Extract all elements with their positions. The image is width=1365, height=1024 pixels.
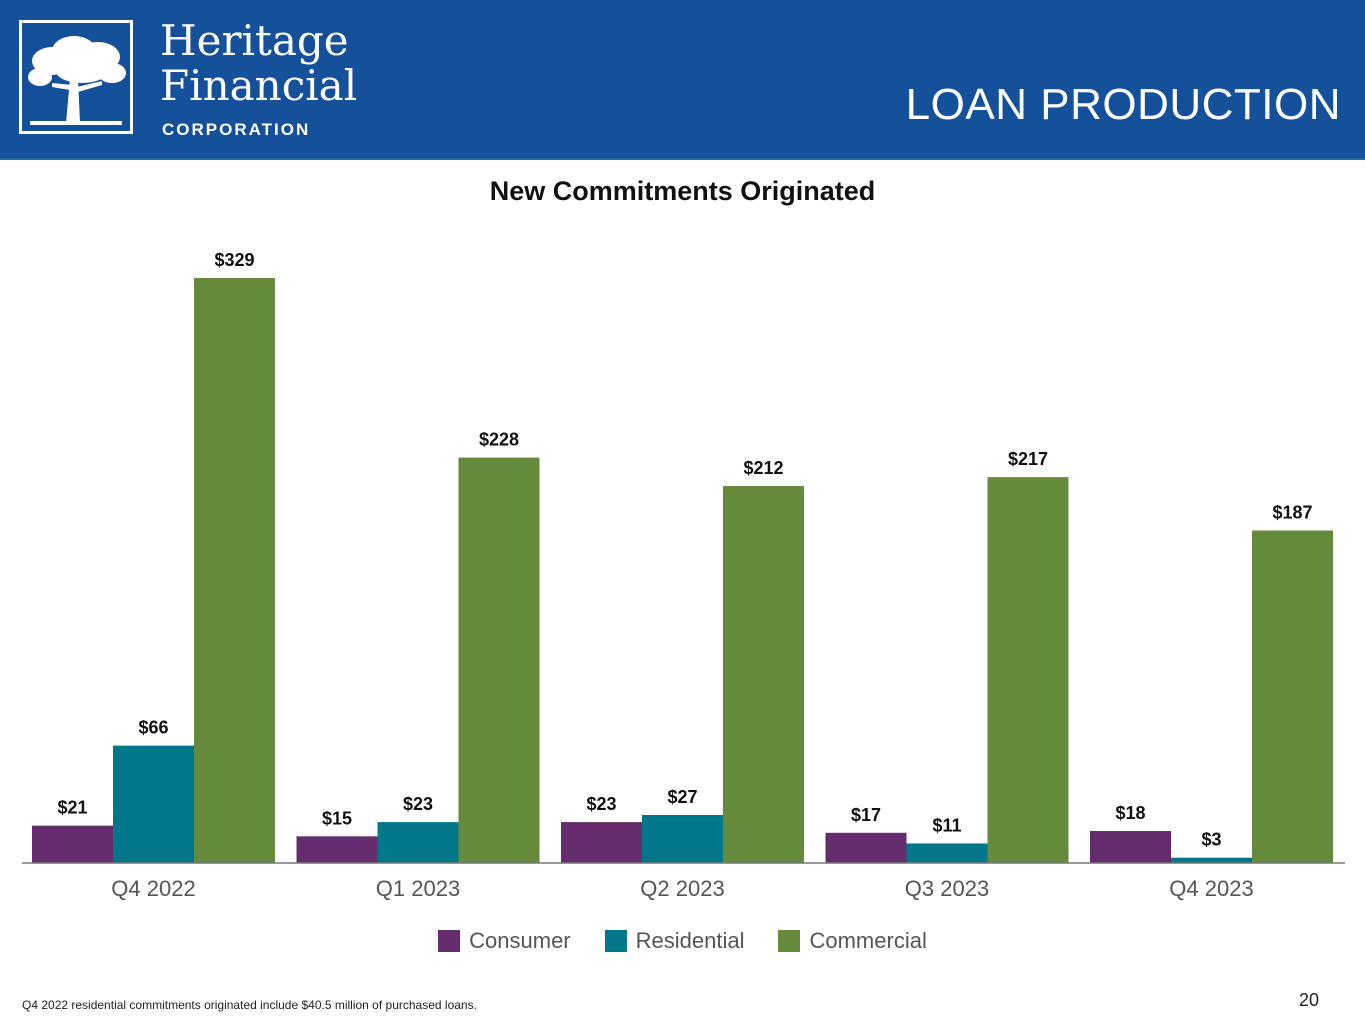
data-label-residential-1: $23 <box>403 794 433 814</box>
x-tick-label-4: Q4 2023 <box>1169 876 1253 901</box>
data-label-commercial-0: $329 <box>214 250 254 270</box>
legend-swatch-commercial <box>778 930 801 952</box>
legend-label-residential: Residential <box>635 928 745 953</box>
x-tick-label-3: Q3 2023 <box>905 876 989 901</box>
brand-name: Heritage Financial <box>160 18 357 108</box>
bar-consumer-1 <box>296 836 378 863</box>
brand-name-line2: Financial <box>160 61 358 110</box>
bar-consumer-2 <box>561 822 642 863</box>
data-label-consumer-4: $18 <box>1115 803 1145 823</box>
bar-consumer-0 <box>32 825 113 863</box>
x-tick-label-0: Q4 2022 <box>111 876 195 901</box>
tree-icon <box>28 36 126 125</box>
bar-residential-2 <box>642 814 723 863</box>
legend-swatch-residential <box>604 930 627 952</box>
bar-residential-0 <box>113 745 194 863</box>
data-label-commercial-4: $187 <box>1272 502 1312 522</box>
data-label-commercial-3: $217 <box>1008 449 1048 469</box>
data-label-residential-4: $3 <box>1201 830 1221 850</box>
legend-label-consumer: Consumer <box>469 928 571 953</box>
legend-item-consumer: Consumer <box>438 928 571 954</box>
legend-swatch-consumer <box>438 930 461 952</box>
bar-residential-3 <box>906 843 988 863</box>
chart-legend: Consumer Residential Commercial <box>0 928 1365 954</box>
bar-consumer-4 <box>1090 830 1171 863</box>
data-label-consumer-1: $15 <box>322 808 352 828</box>
data-label-commercial-2: $212 <box>743 458 783 478</box>
bar-commercial-3 <box>987 477 1069 863</box>
data-label-residential-2: $27 <box>667 787 697 807</box>
bar-residential-4 <box>1171 857 1252 863</box>
chart-title: New Commitments Originated <box>489 176 876 206</box>
page-number: 20 <box>1298 990 1319 1010</box>
logo <box>19 20 133 134</box>
legend-item-commercial: Commercial <box>778 928 927 954</box>
bar-commercial-1 <box>458 457 540 863</box>
x-tick-label-2: Q2 2023 <box>640 876 724 901</box>
data-label-residential-0: $66 <box>138 718 168 738</box>
bar-commercial-2 <box>723 486 804 863</box>
bar-residential-1 <box>377 822 459 863</box>
slide-title: LOAN PRODUCTION <box>905 80 1341 129</box>
data-label-commercial-1: $228 <box>479 430 519 450</box>
data-label-residential-3: $11 <box>932 815 961 835</box>
legend-item-residential: Residential <box>604 928 745 954</box>
bar-consumer-3 <box>825 832 907 863</box>
footnote: Q4 2022 residential commitments originat… <box>22 998 477 1012</box>
brand-name-line1: Heritage <box>160 16 349 65</box>
bar-commercial-0 <box>194 278 275 863</box>
brand-subtitle: CORPORATION <box>162 120 311 139</box>
data-label-consumer-3: $17 <box>851 805 881 825</box>
x-tick-label-1: Q1 2023 <box>376 876 460 901</box>
bar-commercial-4 <box>1252 530 1333 863</box>
legend-label-commercial: Commercial <box>809 928 927 953</box>
data-label-consumer-2: $23 <box>586 794 616 814</box>
header-bar: Heritage Financial CORPORATION LOAN PROD… <box>0 0 1365 160</box>
data-label-consumer-0: $21 <box>57 798 87 818</box>
